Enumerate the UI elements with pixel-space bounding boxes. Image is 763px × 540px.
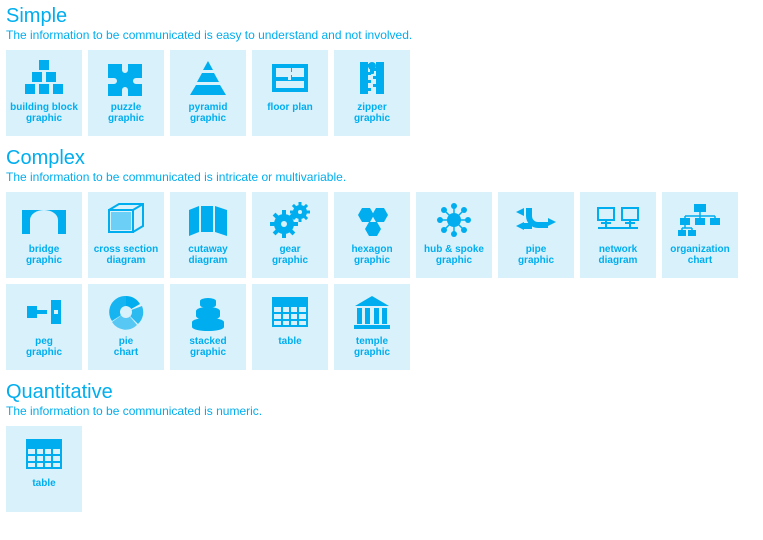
tile-temple[interactable]: temple graphic [334, 284, 410, 370]
temple-icon [347, 290, 397, 334]
tile-stacked[interactable]: stacked graphic [170, 284, 246, 370]
tile-floor-plan[interactable]: floor plan [252, 50, 328, 136]
tile-network[interactable]: network diagram [580, 192, 656, 278]
table-icon [265, 290, 315, 334]
tile-label: bridge graphic [22, 244, 66, 266]
tile-cutaway[interactable]: cutaway diagram [170, 192, 246, 278]
cross-section-icon [101, 198, 151, 242]
pipe-icon [511, 198, 561, 242]
tile-table[interactable]: table [252, 284, 328, 370]
tile-peg[interactable]: peg graphic [6, 284, 82, 370]
tile-label: network diagram [595, 244, 642, 266]
tile-gear[interactable]: gear graphic [252, 192, 328, 278]
section-complex: Complex The information to be communicat… [6, 146, 757, 370]
pie-icon [101, 290, 151, 334]
bridge-icon [19, 198, 69, 242]
tile-label: hexagon graphic [347, 244, 396, 266]
stacked-icon [183, 290, 233, 334]
tile-hub-spoke[interactable]: hub & spoke graphic [416, 192, 492, 278]
peg-icon [19, 290, 69, 334]
section-title: Quantitative [6, 380, 757, 404]
building-block-icon [19, 56, 69, 100]
tile-grid: building block graphic puzzle graphic py… [6, 50, 757, 136]
tile-pie[interactable]: pie chart [88, 284, 164, 370]
section-title: Complex [6, 146, 757, 170]
section-title: Simple [6, 4, 757, 28]
gear-icon [265, 198, 315, 242]
tile-label: table [28, 478, 59, 489]
puzzle-icon [101, 56, 151, 100]
tile-table[interactable]: table [6, 426, 82, 512]
org-chart-icon [675, 198, 725, 242]
tile-label: peg graphic [22, 336, 66, 358]
tile-org-chart[interactable]: organization chart [662, 192, 738, 278]
tile-label: zipper graphic [350, 102, 394, 124]
hexagon-icon [347, 198, 397, 242]
tile-label: hub & spoke graphic [420, 244, 488, 266]
tile-label: table [274, 336, 305, 347]
section-subtitle: The information to be communicated is ea… [6, 28, 757, 42]
tile-label: floor plan [263, 102, 317, 113]
tile-label: organization chart [666, 244, 733, 266]
tile-building-block[interactable]: building block graphic [6, 50, 82, 136]
section-subtitle: The information to be communicated is nu… [6, 404, 757, 418]
tile-cross-section[interactable]: cross section diagram [88, 192, 164, 278]
tile-grid: table [6, 426, 757, 512]
tile-label: cutaway diagram [184, 244, 231, 266]
tile-grid: bridge graphic cross section diagram cut… [6, 192, 757, 370]
tile-pipe[interactable]: pipe graphic [498, 192, 574, 278]
tile-label: building block graphic [6, 102, 82, 124]
tile-label: pipe graphic [514, 244, 558, 266]
tile-label: cross section diagram [90, 244, 162, 266]
section-quantitative: Quantitative The information to be commu… [6, 380, 757, 512]
tile-bridge[interactable]: bridge graphic [6, 192, 82, 278]
tile-label: stacked graphic [185, 336, 230, 358]
cutaway-icon [183, 198, 233, 242]
floor-plan-icon [265, 56, 315, 100]
tile-label: temple graphic [350, 336, 394, 358]
tile-label: puzzle graphic [104, 102, 148, 124]
tile-pyramid[interactable]: pyramid graphic [170, 50, 246, 136]
tile-label: pyramid graphic [185, 102, 232, 124]
tile-label: pie chart [110, 336, 142, 358]
table-icon [19, 432, 69, 476]
section-subtitle: The information to be communicated is in… [6, 170, 757, 184]
pyramid-icon [183, 56, 233, 100]
section-simple: Simple The information to be communicate… [6, 4, 757, 136]
tile-label: gear graphic [268, 244, 312, 266]
hub-spoke-icon [429, 198, 479, 242]
tile-hexagon[interactable]: hexagon graphic [334, 192, 410, 278]
zipper-icon [347, 56, 397, 100]
tile-puzzle[interactable]: puzzle graphic [88, 50, 164, 136]
tile-zipper[interactable]: zipper graphic [334, 50, 410, 136]
network-icon [593, 198, 643, 242]
